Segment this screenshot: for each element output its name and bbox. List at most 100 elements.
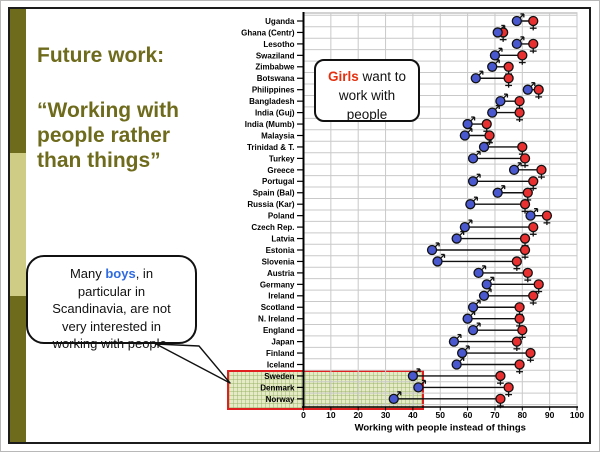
- male-marker-stem: [475, 150, 481, 156]
- male-marker-stem: [494, 59, 500, 65]
- x-axis-title: Working with people instead of things: [355, 423, 526, 434]
- male-marker-stem: [494, 105, 500, 111]
- male-marker-stem: [472, 196, 478, 202]
- country-label: Latvia: [271, 234, 295, 243]
- male-marker-stem: [470, 116, 476, 122]
- country-label: Turkey: [269, 154, 295, 163]
- country-label: Lesotho: [263, 40, 294, 49]
- accent-bar-top: [10, 9, 26, 153]
- male-marker-stem: [502, 93, 508, 99]
- country-label: Finland: [266, 349, 295, 358]
- scandinavia-highlight-box: [227, 370, 424, 410]
- female-marker: [514, 359, 525, 370]
- country-label: Estonia: [266, 246, 295, 255]
- female-marker: [528, 38, 539, 50]
- male-marker: [432, 256, 443, 267]
- x-tick-label: 30: [381, 410, 391, 420]
- country-label: Scotland: [261, 303, 295, 312]
- male-marker-stem: [500, 185, 506, 191]
- male-marker: [492, 187, 503, 198]
- female-marker: [528, 15, 539, 27]
- bubble-line1-post: , in: [135, 266, 154, 281]
- male-marker-stem: [440, 253, 445, 259]
- country-label: Swaziland: [256, 51, 295, 60]
- country-label: Iceland: [267, 360, 295, 369]
- male-marker: [511, 15, 522, 27]
- country-label: Ireland: [268, 292, 294, 301]
- male-marker-stem: [456, 334, 462, 340]
- quote-line-3: than things”: [37, 149, 161, 172]
- x-tick-label: 80: [518, 410, 528, 420]
- country-label: India (Mumb): [245, 120, 295, 129]
- male-marker-stem: [519, 36, 525, 42]
- female-marker: [533, 279, 544, 290]
- male-marker: [495, 96, 506, 107]
- male-marker-stem: [530, 82, 536, 88]
- female-marker: [514, 313, 525, 324]
- male-marker: [451, 233, 462, 244]
- x-tick-label: 50: [436, 410, 446, 420]
- x-tick-label: 90: [545, 410, 555, 420]
- speech-bubble-tail-icon: [155, 343, 231, 384]
- bubble-line2: particular in: [77, 283, 146, 299]
- country-label: Japan: [271, 338, 294, 347]
- country-label: Denmark: [260, 383, 295, 392]
- male-marker: [489, 50, 501, 61]
- male-marker: [467, 176, 479, 187]
- female-marker: [503, 61, 514, 72]
- male-marker-stem: [481, 265, 486, 271]
- slide-quote: “Working with people rather than things”: [37, 98, 227, 173]
- male-marker: [407, 370, 419, 382]
- country-label: Russia (Kar): [247, 200, 294, 209]
- accent-bar-middle: [10, 153, 26, 296]
- male-marker: [478, 290, 490, 301]
- female-marker: [519, 153, 531, 164]
- male-marker: [473, 267, 484, 279]
- male-marker: [388, 393, 399, 405]
- female-marker: [528, 176, 539, 187]
- x-tick-label: 10: [326, 410, 336, 420]
- female-marker: [514, 302, 525, 313]
- male-marker: [467, 324, 479, 336]
- female-marker: [517, 50, 528, 61]
- male-marker-stem: [459, 231, 465, 237]
- male-marker: [456, 347, 468, 359]
- male-marker: [462, 313, 473, 324]
- female-marker: [519, 199, 531, 210]
- country-label: Zimbabwe: [255, 63, 295, 72]
- slide-title: Future work:: [37, 44, 165, 67]
- male-marker: [478, 141, 490, 153]
- male-marker-stem: [475, 322, 481, 328]
- male-marker: [448, 336, 460, 347]
- female-marker: [541, 210, 553, 221]
- male-marker: [465, 199, 476, 210]
- x-tick-label: 70: [490, 410, 500, 420]
- boys-speech-bubble: Many boys, in particular in Scandinavia,…: [26, 255, 197, 351]
- country-label: Malaysia: [261, 131, 295, 140]
- male-marker-stem: [519, 13, 525, 19]
- male-marker: [467, 153, 479, 164]
- male-marker-stem: [396, 391, 402, 397]
- male-marker-stem: [497, 47, 503, 53]
- male-marker: [459, 221, 471, 233]
- x-tick-label: 0: [301, 410, 306, 420]
- female-marker: [495, 393, 506, 405]
- bubble-line5: working with people.: [52, 336, 171, 351]
- female-marker: [522, 267, 533, 279]
- male-marker-stem: [464, 345, 470, 351]
- female-marker: [536, 164, 547, 176]
- male-marker-stem: [486, 288, 492, 294]
- x-tick-label: 60: [463, 410, 473, 420]
- country-label: Uganda: [265, 17, 295, 26]
- female-marker: [525, 347, 536, 359]
- male-marker-stem: [533, 208, 538, 214]
- male-marker: [522, 84, 533, 95]
- male-marker: [487, 107, 498, 118]
- country-label: Poland: [268, 212, 295, 221]
- male-marker-stem: [489, 276, 495, 282]
- country-label: Germany: [260, 280, 295, 289]
- accent-bar-bottom: [10, 296, 26, 444]
- female-marker: [528, 290, 539, 301]
- male-marker: [459, 130, 471, 141]
- girls-callout-line1: want to: [358, 69, 407, 84]
